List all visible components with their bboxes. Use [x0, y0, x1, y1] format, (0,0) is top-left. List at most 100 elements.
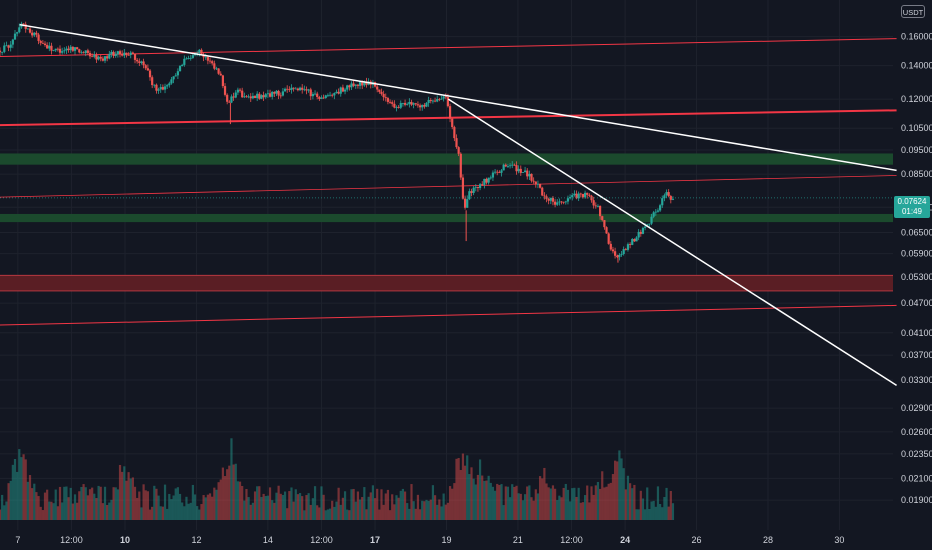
- candle-body: [206, 56, 209, 61]
- volume-bar: [1, 494, 4, 520]
- candle-body: [106, 56, 109, 59]
- volume-bar: [568, 501, 572, 520]
- candle-body: [575, 193, 578, 199]
- volume-bar: [213, 487, 216, 520]
- candle-body: [73, 47, 77, 51]
- volume-bar: [198, 509, 201, 520]
- candle-body: [564, 201, 567, 203]
- time-tick-label: 24: [620, 535, 630, 545]
- volume-bar: [421, 500, 424, 520]
- volume-bar: [185, 496, 188, 520]
- candle-body: [530, 173, 533, 181]
- time-axis[interactable]: 7 12:00 10 12 14 12:00 17 19 21 12:00 24 26 28 30: [15, 535, 844, 545]
- volume-bar: [346, 509, 349, 520]
- candle-body: [50, 45, 53, 51]
- volume-bar: [588, 502, 591, 520]
- level-lines[interactable]: [0, 38, 897, 326]
- volume-bar: [667, 506, 670, 520]
- volume-bar: [412, 501, 415, 520]
- trendlines[interactable]: [19, 23, 897, 386]
- volume-bar: [37, 496, 40, 520]
- volume-bar: [579, 502, 582, 520]
- candle-body: [31, 32, 34, 36]
- volume-bar: [453, 483, 456, 520]
- time-tick-label: 28: [763, 535, 773, 545]
- candle-body: [46, 45, 49, 49]
- volume-bar: [444, 504, 447, 520]
- candle-body: [127, 54, 130, 56]
- candle-body: [262, 95, 265, 98]
- candle-body: [1, 51, 4, 53]
- volume-bar: [511, 484, 514, 520]
- volume-bar: [65, 486, 68, 520]
- candle-body: [311, 94, 315, 97]
- volume-bar: [183, 506, 186, 520]
- volume-bar: [352, 488, 355, 520]
- candle-body: [159, 87, 162, 90]
- candle-body: [607, 233, 610, 244]
- volume-bar: [414, 508, 417, 520]
- volume-bar: [266, 495, 269, 520]
- price-tick-label: 0.09500: [901, 145, 932, 155]
- volume-bar: [423, 501, 426, 520]
- volume-bar: [551, 485, 555, 520]
- volume-bar: [324, 510, 327, 520]
- candle-body: [313, 93, 317, 95]
- candle-body: [463, 198, 467, 208]
- volume-bar: [483, 480, 486, 520]
- volume-bar: [230, 438, 233, 520]
- candle-body: [118, 51, 122, 55]
- volume-bar: [256, 486, 259, 520]
- candle-body: [303, 89, 306, 91]
- volume-bar: [361, 497, 364, 520]
- volume-bar: [433, 495, 437, 520]
- candle-body: [594, 205, 597, 207]
- volume-bar: [50, 501, 53, 520]
- volume-bar: [168, 493, 171, 520]
- candle-body: [421, 104, 424, 108]
- candle-body: [566, 198, 570, 202]
- volume-bar: [129, 478, 132, 520]
- volume-bar: [526, 486, 529, 520]
- candle-body: [221, 75, 224, 87]
- candle-body: [523, 170, 527, 173]
- candle-body: [129, 52, 132, 56]
- volume-bar: [13, 458, 17, 520]
- volume-bar: [500, 484, 503, 520]
- candle-body: [271, 91, 274, 97]
- candle-body: [481, 184, 484, 185]
- volume-bar: [204, 497, 207, 520]
- volume-bar: [440, 506, 443, 520]
- candle-body: [178, 66, 182, 72]
- last-price-value: 0.07624: [897, 197, 927, 206]
- volume-bar: [106, 505, 109, 520]
- candle-body: [183, 58, 186, 65]
- candle-body: [613, 251, 617, 256]
- volume-bar: [80, 486, 83, 520]
- candle-body: [478, 184, 482, 188]
- volume-bar: [307, 493, 310, 520]
- volume-bar: [283, 491, 287, 520]
- candle-body: [161, 87, 164, 90]
- volume-bar: [592, 494, 595, 520]
- candle-body: [146, 68, 149, 71]
- candle-body: [433, 100, 437, 102]
- price-tick-label: 0.02600: [901, 427, 932, 437]
- price-axis[interactable]: 0.16000 0.14000 0.12000 0.10500 0.09500 0.085…: [901, 32, 932, 506]
- currency-badge[interactable]: USDT: [901, 5, 925, 18]
- candle-body: [110, 51, 113, 55]
- candle-body: [230, 96, 233, 103]
- candle-body: [562, 201, 565, 203]
- volume-bar: [341, 497, 345, 520]
- volume-bar: [112, 487, 115, 520]
- candle-body: [296, 88, 300, 91]
- volume-bar: [659, 503, 662, 520]
- candle-body: [470, 191, 473, 193]
- volume-bar: [298, 493, 302, 520]
- volume-bar: [427, 500, 430, 520]
- candle-body: [69, 46, 72, 51]
- candle-body: [281, 91, 285, 96]
- candle-body: [406, 103, 409, 105]
- volume-bar: [502, 505, 505, 520]
